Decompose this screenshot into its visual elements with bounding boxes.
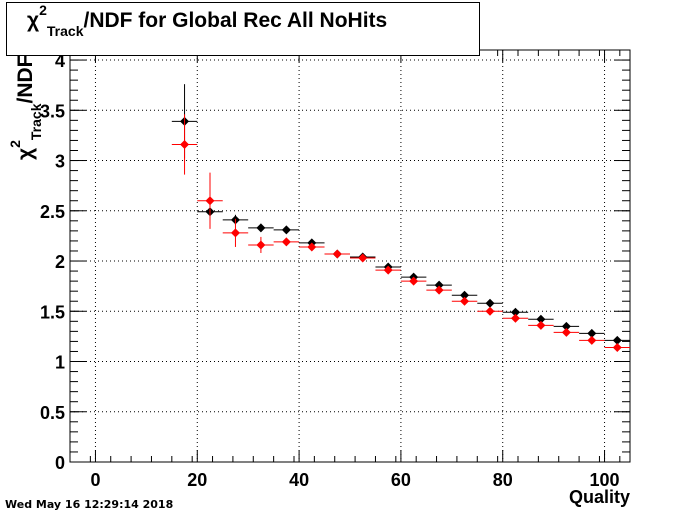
data-point: [612, 342, 622, 352]
ylabel-superscript: 2: [7, 140, 23, 148]
data-point: [180, 139, 190, 149]
title-subscript: Track: [46, 23, 84, 39]
y-tick-label: 2: [55, 252, 65, 272]
data-point: [536, 314, 546, 324]
y-tick-label: 3: [55, 152, 65, 172]
data-marks: [171, 84, 630, 352]
data-point: [536, 320, 546, 330]
data-point: [460, 290, 470, 300]
data-point: [409, 276, 419, 286]
y-tick-label: 0: [55, 453, 65, 473]
data-point: [281, 225, 291, 235]
data-point: [434, 280, 444, 290]
data-point: [460, 296, 470, 306]
x-tick-label: 0: [90, 470, 100, 490]
x-tick-label: 100: [590, 470, 620, 490]
grid-lines: [70, 50, 630, 463]
title-text: /NDF for Global Rec All NoHits: [83, 9, 388, 32]
data-point: [256, 240, 266, 250]
title-symbol: χ: [27, 9, 40, 32]
data-point: [307, 242, 317, 252]
data-point: [561, 321, 571, 331]
y-tick-label: 4: [55, 51, 65, 71]
data-point: [434, 285, 444, 295]
data-point: [510, 307, 520, 317]
data-point: [205, 196, 215, 206]
x-tick-label: 40: [289, 470, 309, 490]
tick-labels: 0 20 40 60 80 100 0 0.5 1 1.5 2 2.5 3 3.5 4: [40, 51, 620, 490]
x-axis-label: Quality: [569, 487, 630, 507]
x-tick-label: 20: [187, 470, 207, 490]
ylabel-symbol: χ: [14, 147, 37, 160]
y-tick-label: 1: [55, 353, 65, 373]
title-superscript: 2: [39, 2, 47, 18]
data-point: [281, 237, 291, 247]
data-point: [510, 313, 520, 323]
data-point: [485, 298, 495, 308]
data-point: [587, 335, 597, 345]
x-tick-label: 60: [391, 470, 411, 490]
series-1: [171, 114, 630, 352]
data-point: [230, 228, 240, 238]
data-point: [587, 328, 597, 338]
chart-title: χ2 Track/NDF for Global Rec All NoHits: [27, 2, 388, 39]
data-point: [332, 249, 342, 259]
chart-title-box: χ2 Track/NDF for Global Rec All NoHits: [6, 2, 480, 56]
data-point: [561, 327, 571, 337]
ylabel-text: /NDF: [14, 54, 37, 104]
data-point: [383, 265, 393, 275]
timestamp: Wed May 16 12:29:14 2018: [5, 498, 174, 511]
x-tick-label: 80: [493, 470, 513, 490]
axis-ticks: [69, 49, 630, 463]
y-tick-label: 0.5: [40, 403, 65, 423]
data-point: [358, 253, 368, 263]
y-tick-label: 2.5: [40, 202, 65, 222]
plot-frame: [69, 49, 631, 463]
y-tick-label: 3.5: [40, 101, 65, 121]
data-point: [256, 223, 266, 233]
data-point: [485, 306, 495, 316]
ylabel-subscript: Track: [28, 103, 44, 141]
y-axis-label: χ2 Track/NDF: [7, 54, 44, 160]
data-point: [612, 335, 622, 345]
y-tick-label: 1.5: [40, 302, 65, 322]
